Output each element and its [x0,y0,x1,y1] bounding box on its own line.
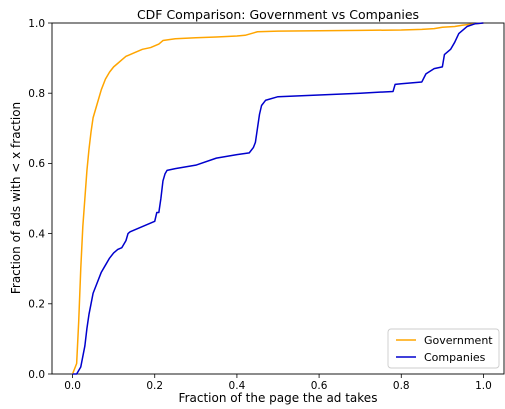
x-tick-label: 0.6 [311,380,328,392]
x-tick-label: 0.8 [393,380,410,392]
y-axis-ticks: 0.0 0.2 0.4 0.6 0.8 1.0 [28,18,52,381]
series-line-companies [72,22,484,375]
series-layer [71,22,484,375]
series-line-government [71,22,484,375]
legend-box [387,328,500,369]
y-tick-label: 0.8 [28,88,45,100]
legend-label-government: Government [424,334,493,347]
x-axis-label: Fraction of the page the ad takes [179,391,378,405]
x-tick-label: 1.0 [475,380,492,392]
x-tick-label: 0.4 [229,380,246,392]
x-tick-label: 0.2 [146,380,163,392]
y-tick-label: 0.0 [28,369,45,381]
plot-area-frame [51,22,505,375]
legend-label-companies: Companies [424,351,486,364]
legend: Government Companies [387,328,500,369]
y-tick-label: 0.6 [28,158,45,170]
y-tick-label: 1.0 [28,18,45,30]
y-axis-label: Fraction of ads with < x fraction [9,102,23,294]
y-tick-label: 0.4 [28,228,45,240]
y-tick-label: 0.2 [28,299,45,311]
x-tick-label: 0.0 [64,380,81,392]
x-axis-ticks: 0.0 0.2 0.4 0.6 0.8 1.0 [64,374,492,392]
chart-title: CDF Comparison: Government vs Companies [137,7,419,22]
